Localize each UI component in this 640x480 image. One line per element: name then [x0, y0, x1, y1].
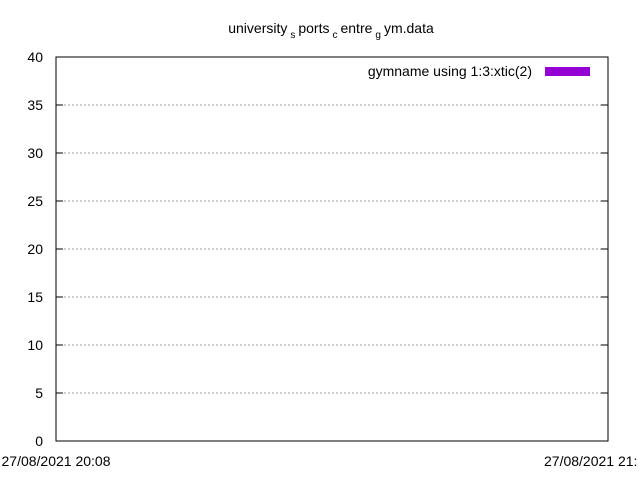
x-tick-label: 27/08/2021 21: [544, 453, 637, 469]
title-subscript: g [375, 30, 381, 41]
title-subscript: c [332, 30, 337, 41]
title-part: ym.data [384, 20, 434, 36]
y-tick-label: 20 [27, 241, 43, 257]
legend: gymname using 1:3:xtic(2) [368, 63, 590, 79]
y-tick-label: 15 [27, 289, 43, 305]
legend-label: gymname using 1:3:xtic(2) [368, 63, 532, 79]
y-tick-label: 40 [27, 49, 43, 65]
legend-swatch [545, 67, 590, 76]
title-subscript: s [290, 30, 295, 41]
grid [56, 104, 608, 394]
x-tick-label: 27/08/2021 20:08 [2, 453, 111, 469]
title-part: ports [298, 20, 329, 36]
title-part: university [228, 20, 287, 36]
y-tick-label: 25 [27, 193, 43, 209]
chart-title: university s ports c entre g ym.data [228, 20, 434, 41]
y-tick-label: 35 [27, 97, 43, 113]
title-part: entre [340, 20, 372, 36]
y-tick-label: 0 [35, 433, 43, 449]
axis-ticks: 0 5 10 15 20 25 30 35 40 27/08/2021 20:08 27/08/20… [2, 49, 638, 469]
y-tick-label: 10 [27, 337, 43, 353]
y-tick-label: 5 [35, 385, 43, 401]
y-tick-label: 30 [27, 145, 43, 161]
